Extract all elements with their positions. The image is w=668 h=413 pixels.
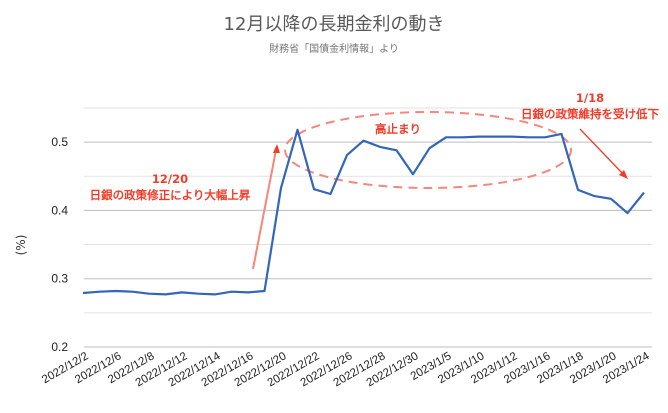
annotation-fall-text: 日銀の政策維持を受け低下 [521, 107, 659, 121]
y-axis-ticks: 0.2 0.3 0.4 0.5 [51, 135, 68, 354]
annotation-plateau: 高止まり [284, 111, 572, 189]
chart-title: 12月以降の長期金利の動き [223, 14, 445, 35]
y-tick-label: 0.2 [51, 340, 68, 354]
x-axis-ticks: 2022/12/22022/12/62022/12/82022/12/12202… [40, 350, 652, 389]
annotation-rise: 12/20 日銀の政策修正により大幅上昇 [90, 144, 280, 270]
series-line [82, 128, 645, 296]
annotation-rise-text: 日銀の政策修正により大幅上昇 [90, 188, 251, 202]
gridlines [84, 107, 652, 348]
arrow-down-icon [579, 128, 625, 176]
annotation-fall-date: 1/18 [576, 91, 604, 105]
annotation-fall: 1/18 日銀の政策維持を受け低下 [521, 91, 659, 179]
y-tick-label: 0.4 [51, 203, 68, 217]
dashed-ellipse-highlight [284, 111, 572, 189]
annotation-rise-date: 12/20 [152, 172, 188, 186]
y-tick-label: 0.5 [51, 135, 68, 149]
y-axis-label: (%) [14, 235, 28, 256]
annotation-plateau-text: 高止まり [375, 122, 421, 136]
y-tick-label: 0.3 [51, 272, 68, 286]
arrow-up-icon [252, 149, 277, 270]
chart-subtitle: 財務省「国債金利情報」より [269, 44, 399, 55]
arrowhead-down-icon [619, 170, 628, 179]
arrowhead-up-icon [273, 144, 280, 153]
